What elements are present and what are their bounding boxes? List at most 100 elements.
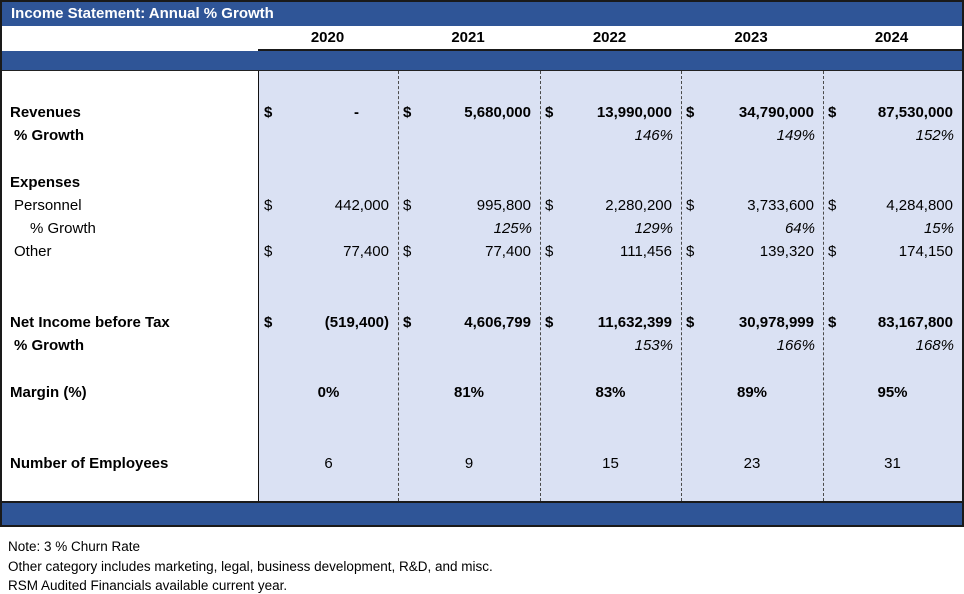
currency-symbol: $	[686, 104, 695, 121]
divider-band-top	[2, 51, 962, 71]
cell-value: 83,167,800	[877, 314, 953, 331]
currency-symbol: $	[686, 314, 695, 331]
growth-percent-cell: 166%	[776, 337, 815, 354]
currency-symbol: $	[828, 197, 837, 214]
cell-value: 111,456	[620, 243, 672, 260]
row-label: % Growth	[14, 127, 84, 144]
growth-percent-cell: 168%	[915, 337, 954, 354]
year-header-row: 2020 2021 2022 2023 2024	[2, 26, 962, 51]
growth-percent-cell: 129%	[634, 220, 673, 237]
growth-percent-cell	[259, 124, 398, 147]
note-line: RSM Audited Financials available current…	[8, 578, 288, 593]
row-label: Revenues	[10, 104, 81, 121]
cell-value: 995,800	[476, 197, 531, 214]
centered-value-cell: 15	[602, 455, 619, 472]
currency-symbol: $	[828, 243, 837, 260]
table-row: % Growth 146% 149% 152%	[2, 124, 962, 147]
growth-percent-cell	[398, 124, 540, 147]
cell-value: 139,320	[759, 243, 814, 260]
column-divider	[540, 71, 541, 501]
money-cell: $442,000	[259, 194, 398, 217]
note-line: Note: 3 % Churn Rate	[8, 539, 141, 554]
money-cell: $83,167,800	[823, 311, 962, 334]
table-rows: Revenues $ - $5,680,000 $13,990,000 $34,790,0…	[2, 71, 962, 501]
currency-symbol: $	[403, 197, 412, 214]
currency-symbol: $	[403, 314, 412, 331]
row-label: Margin (%)	[10, 384, 87, 401]
data-area-background	[259, 71, 962, 501]
spacer-row	[2, 147, 962, 171]
cell-value: 13,990,000	[596, 104, 672, 121]
year-header: 2024	[874, 29, 909, 46]
column-divider	[681, 71, 682, 501]
money-cell: $ -	[259, 101, 398, 124]
year-header: 2020	[310, 29, 345, 46]
money-cell: $4,284,800	[823, 194, 962, 217]
centered-value-cell: 89%	[736, 384, 768, 401]
currency-symbol: $	[686, 243, 695, 260]
currency-symbol: $	[828, 104, 837, 121]
cell-value: 442,000	[334, 197, 389, 214]
cell-value: 11,632,399	[597, 314, 672, 331]
row-label: Number of Employees	[10, 455, 169, 472]
cell-value: 87,530,000	[877, 104, 953, 121]
growth-percent-cell: 146%	[634, 127, 673, 144]
money-cell: $995,800	[398, 194, 540, 217]
growth-percent-cell: 64%	[784, 220, 815, 237]
spacer-row	[2, 404, 962, 452]
note-line: Other category includes marketing, legal…	[8, 558, 493, 574]
spacer-row	[2, 263, 962, 311]
currency-symbol: $	[545, 197, 554, 214]
row-label: Expenses	[10, 174, 81, 191]
money-cell: $5,680,000	[398, 101, 540, 124]
centered-value-cell: 95%	[877, 384, 908, 401]
row-label: Net Income before Tax	[10, 314, 170, 331]
currency-symbol: $	[264, 243, 273, 260]
spacer-row	[2, 71, 962, 101]
row-label: % Growth	[14, 337, 84, 354]
growth-percent-cell: 153%	[634, 337, 673, 354]
money-cell: $2,280,200	[540, 194, 681, 217]
currency-symbol: $	[264, 197, 273, 214]
spacer-row	[2, 357, 962, 381]
money-cell: $13,990,000	[540, 101, 681, 124]
year-headers: 2020 2021 2022 2023 2024	[258, 26, 962, 51]
table-row: Other $77,400 $77,400 $111,456 $139,320 $174,…	[2, 240, 962, 263]
growth-percent-cell	[259, 334, 398, 357]
year-header: 2023	[734, 29, 768, 46]
money-cell: $11,632,399	[540, 311, 681, 334]
centered-value-cell: 81%	[453, 384, 485, 401]
table-body: Revenues $ - $5,680,000 $13,990,000 $34,790,0…	[2, 71, 962, 501]
year-header: 2021	[451, 29, 485, 46]
table-row: % Growth 125% 129% 64% 15%	[2, 217, 962, 240]
money-cell: $139,320	[681, 240, 823, 263]
growth-percent-cell: 152%	[915, 127, 954, 144]
table-row: % Growth 153% 166% 168%	[2, 334, 962, 357]
cell-value: 5,680,000	[464, 104, 531, 121]
table-row: Net Income before Tax $ (519,400) $4,606,79…	[2, 311, 962, 334]
table-title-bar: Income Statement: Annual % Growth	[2, 2, 962, 26]
currency-symbol: $	[545, 104, 554, 121]
row-label: Other	[14, 243, 52, 260]
money-cell: $3,733,600	[681, 194, 823, 217]
currency-symbol: $	[828, 314, 837, 331]
centered-value-cell: 83%	[595, 384, 626, 401]
cell-value: 2,280,200	[605, 197, 672, 214]
row-label: Personnel	[14, 197, 82, 214]
money-cell: $34,790,000	[681, 101, 823, 124]
currency-symbol: $	[403, 243, 412, 260]
table-row: Revenues $ - $5,680,000 $13,990,000 $34,790,0…	[2, 101, 962, 124]
statement-table-frame: Income Statement: Annual % Growth 2020 20…	[0, 0, 964, 527]
centered-value-cell: 6	[324, 455, 333, 472]
table-row: Margin (%) 0% 81% 83% 89% 95%	[2, 381, 962, 404]
cell-value: 77,400	[485, 243, 531, 260]
currency-symbol: $	[403, 104, 412, 121]
cell-value: 4,284,800	[886, 197, 953, 214]
label-column-background	[2, 71, 259, 501]
cell-value: 30,978,999	[738, 314, 814, 331]
currency-symbol: $	[545, 314, 554, 331]
footnotes: Note: 3 % Churn Rate Other category inclu…	[8, 537, 493, 594]
column-divider	[398, 71, 399, 501]
currency-symbol: $	[545, 243, 554, 260]
